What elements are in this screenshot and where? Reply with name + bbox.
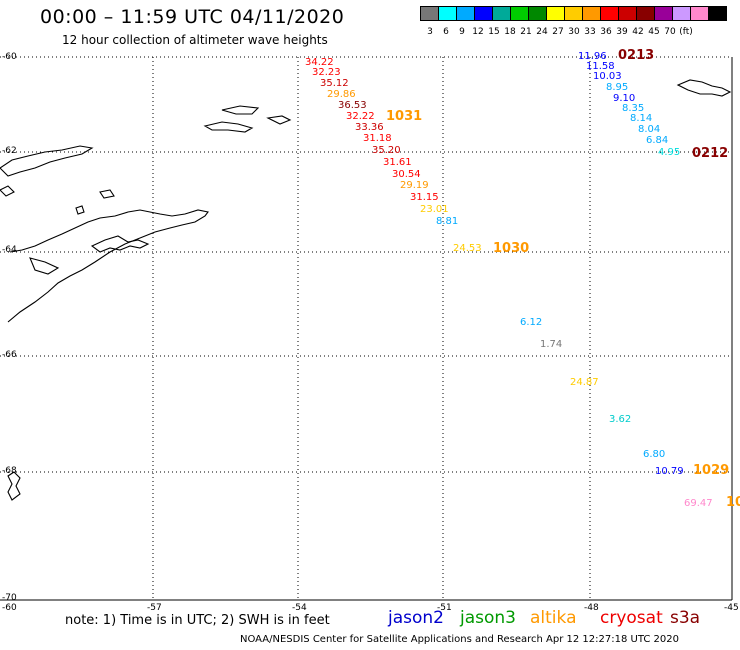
pass-time-label: 10 [726, 495, 740, 510]
scale-label: 36 [600, 27, 612, 37]
wave-height-value: 36.53 [338, 100, 367, 111]
scale-label: (ft) [679, 27, 693, 37]
scale-label: 70 [664, 27, 676, 37]
lat-label: -60 [2, 52, 17, 62]
lat-label: -68 [2, 466, 17, 476]
satellite-jason2: jason2 [388, 608, 444, 628]
wave-height-value: 23.01 [420, 204, 449, 215]
note-text: note: 1) Time is in UTC; 2) SWH is in fe… [65, 613, 330, 628]
wave-height-value: 31.61 [383, 157, 412, 168]
scale-label: 18 [504, 27, 516, 37]
scale-label: 27 [552, 27, 564, 37]
scale-label: 33 [584, 27, 596, 37]
wave-height-value: 10.79 [655, 466, 684, 477]
wave-height-value: 24.53 [453, 243, 482, 254]
scale-label: 3 [427, 27, 433, 37]
scale-label: 42 [632, 27, 644, 37]
lon-label: -60 [2, 603, 17, 613]
wave-height-value: 30.54 [392, 169, 421, 180]
satellite-s3a: s3a [670, 608, 701, 628]
graticule [0, 56, 732, 601]
lat-label: -66 [2, 350, 17, 360]
wave-height-value: 4.95 [658, 147, 681, 158]
lon-label: -54 [292, 603, 307, 613]
wave-height-value: 9.10 [613, 93, 636, 104]
scale-label: 15 [488, 27, 500, 37]
scale-label: 12 [472, 27, 484, 37]
wave-height-value: 69.47 [684, 498, 713, 509]
lat-label: -70 [2, 593, 17, 603]
wave-height-value: 35.20 [372, 145, 401, 156]
wave-height-value: 11.58 [586, 61, 615, 72]
pass-time-label: 1031 [386, 109, 423, 124]
lon-label: -48 [584, 603, 599, 613]
wave-height-value: 31.15 [410, 192, 439, 203]
scale-swatch [708, 6, 727, 21]
lat-label: -62 [2, 146, 17, 156]
scale-label: 9 [459, 27, 465, 37]
wave-height-value: 35.12 [320, 78, 349, 89]
lon-label: -57 [147, 603, 162, 613]
wave-height-value: 29.19 [400, 180, 429, 191]
wave-height-value: 3.62 [609, 414, 632, 425]
pass-time-label: 1030 [493, 241, 530, 256]
map-title: 00:00 – 11:59 UTC 04/11/2020 [40, 6, 345, 28]
satellite-jason3: jason3 [460, 608, 516, 628]
wave-height-value: 8.04 [638, 124, 661, 135]
scale-label: 21 [520, 27, 532, 37]
satellite-cryosat: cryosat [600, 608, 663, 628]
map-subtitle: 12 hour collection of altimeter wave hei… [62, 33, 328, 47]
wave-height-value: 8.95 [606, 82, 629, 93]
wave-height-value: 6.12 [520, 317, 543, 328]
scale-label: 45 [648, 27, 660, 37]
scale-label: 39 [616, 27, 628, 37]
pass-time-label: 0213 [618, 48, 655, 63]
wave-height-value: 32.22 [346, 111, 375, 122]
pass-time-label: 1029 [693, 463, 730, 478]
wave-height-value: 10.03 [593, 71, 622, 82]
pass-time-label: 0212 [692, 146, 729, 161]
coastline [0, 79, 732, 501]
map-frame [0, 57, 733, 601]
wave-height-value: 8.14 [630, 113, 653, 124]
scale-label: 24 [536, 27, 548, 37]
satellite-altika: altika [530, 608, 577, 628]
wave-height-value: 1.74 [540, 339, 563, 350]
wave-height-value: 8.81 [436, 216, 459, 227]
wave-height-value: 29.86 [327, 89, 356, 100]
wave-height-value: 11.96 [578, 51, 607, 62]
scale-label: 30 [568, 27, 580, 37]
lat-label: -64 [2, 245, 17, 255]
wave-height-value: 6.80 [643, 449, 666, 460]
credit-text: NOAA/NESDIS Center for Satellite Applica… [240, 634, 679, 645]
wave-height-value: 24.87 [570, 377, 599, 388]
color-scale: 3 6 9 12 15 18 21 24 27 30 33 36 39 42 45 70 (ft) [420, 6, 727, 37]
wave-height-value: 6.84 [646, 135, 669, 146]
lon-label: -45 [724, 603, 739, 613]
wave-height-value: 32.23 [312, 67, 341, 78]
scale-label: 6 [443, 27, 449, 37]
lon-label: -51 [437, 603, 452, 613]
wave-height-value: 8.35 [622, 103, 645, 114]
wave-height-value: 34.22 [305, 57, 334, 68]
wave-height-value: 31.18 [363, 133, 392, 144]
wave-height-value: 33.36 [355, 122, 384, 133]
